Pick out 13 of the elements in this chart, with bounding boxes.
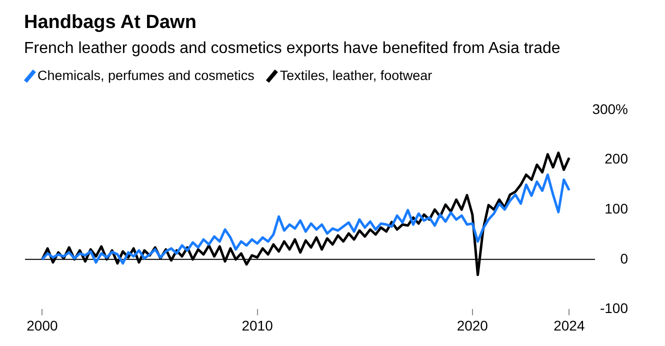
- y-tick-label: 300%: [592, 100, 628, 117]
- x-tick-label: 2000: [26, 317, 58, 334]
- y-tick-label: 200: [604, 150, 628, 167]
- y-tick-label: 0: [620, 250, 628, 266]
- y-tick-label: -100: [600, 300, 628, 316]
- chart-subtitle: French leather goods and cosmetics exports have benefited from Asia trade: [24, 40, 560, 58]
- x-tick-label: 2024: [554, 317, 585, 334]
- x-tick-label: 2010: [242, 317, 274, 334]
- legend-label: Textiles, leather, footwear: [280, 68, 432, 83]
- legend-label: Chemicals, perfumes and cosmetics: [38, 68, 254, 83]
- y-tick-label: 100: [604, 200, 628, 216]
- x-tick-label: 2020: [456, 317, 488, 334]
- chart-title: Handbags At Dawn: [24, 12, 196, 34]
